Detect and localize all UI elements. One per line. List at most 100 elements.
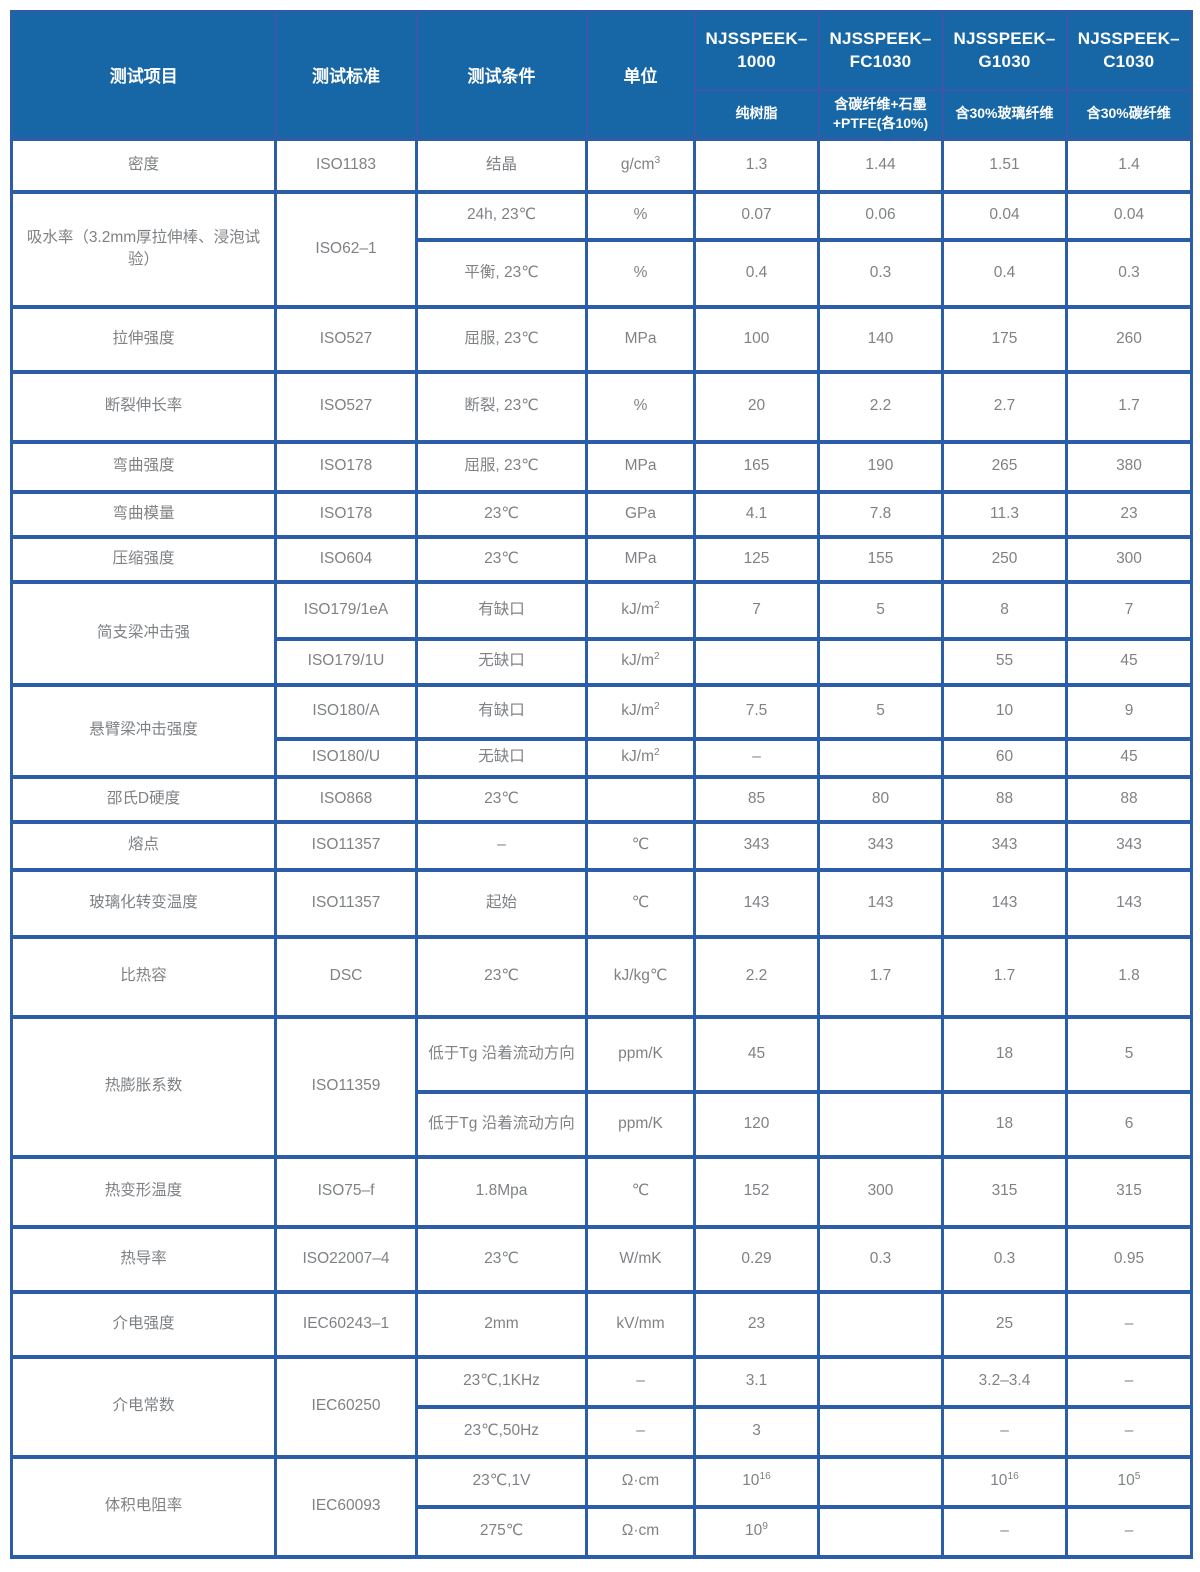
table-cell: 0.4 [693, 237, 820, 309]
header-product-fc1030: NJSSPEEK–FC1030 [817, 10, 944, 91]
table-cell: 1.3 [693, 136, 820, 194]
table-cell: – [941, 1504, 1068, 1559]
table-cell: 吸水率（3.2mm厚拉伸棒、浸泡试验） [10, 189, 277, 309]
table-cell: 1.8Mpa [415, 1154, 588, 1229]
table-row: 断裂伸长率 ISO527 断裂, 23℃% 20 2.2 2.7 1.7 [10, 369, 1193, 444]
table-cell: ISO179/1eA [274, 579, 418, 641]
table-cell: – [693, 736, 820, 779]
table-cell: 0.04 [1065, 189, 1193, 242]
header-product-c1030: NJSSPEEK–C1030 [1065, 10, 1193, 91]
table-cell [817, 1289, 944, 1359]
table-row: 介电强度 IEC60243–1 2mm kV/mm 23 25– [10, 1289, 1193, 1359]
table-row: 平衡, 23℃% 0.4 0.3 0.4 0.3 [12, 237, 1193, 309]
table-row: ISO179/1U 无缺口 kJ/m2 55 45 [12, 636, 1193, 687]
table-cell: 2.2 [817, 369, 944, 444]
table-cell: 0.04 [941, 189, 1068, 242]
table-cell: 热导率 [10, 1224, 277, 1294]
table-cell: 3 [693, 1404, 820, 1459]
table-cell: 265 [941, 439, 1068, 494]
table-cell: ISO527 [274, 304, 418, 374]
table-row: 熔点 ISO11357– ℃ 343 343 343 343 [10, 819, 1193, 872]
table-cell: 275℃ [415, 1504, 588, 1559]
table-cell: 60 [941, 736, 1068, 779]
table-row: 低于Tg 沿着流动方向 ppm/K 120 18 6 [12, 1089, 1193, 1159]
table-cell: IEC60243–1 [274, 1289, 418, 1359]
table-cell: 23℃ [415, 774, 588, 824]
table-cell: 1.4 [1065, 136, 1193, 194]
table-cell: 0.4 [941, 237, 1068, 309]
table-cell: 0.3 [1065, 237, 1193, 309]
table-cell: 2mm [415, 1289, 588, 1359]
table-row: 玻璃化转变温度 ISO11357 起始 ℃ 143 143 143 143 [10, 867, 1193, 939]
table-cell: 23℃,50Hz [415, 1404, 588, 1459]
table-cell: 155 [817, 534, 944, 584]
table-cell: GPa [585, 489, 696, 539]
table-cell: 300 [817, 1154, 944, 1229]
table-cell: – [1065, 1289, 1193, 1359]
table-cell: 1.7 [1065, 369, 1193, 444]
table-cell: 18 [941, 1089, 1068, 1159]
table-row: 压缩强度 ISO604 23℃ MPa 125 155 250 300 [10, 534, 1193, 584]
table-cell: ISO180/A [274, 682, 418, 741]
table-cell: 介电强度 [10, 1289, 277, 1359]
table-cell: 343 [817, 819, 944, 872]
table-cell: ℃ [585, 819, 696, 872]
table-cell: 玻璃化转变温度 [10, 867, 277, 939]
table-cell: 250 [941, 534, 1068, 584]
table-cell: – [585, 1354, 696, 1409]
table-row: 邵氏D硬度 ISO868 23℃ 85 80 88 88 [10, 774, 1193, 824]
table-cell: kJ/m2 [585, 682, 696, 741]
table-cell: kV/mm [585, 1289, 696, 1359]
table-cell [817, 1454, 944, 1509]
table-cell: 密度 [10, 136, 277, 194]
table-cell: ISO1183 [274, 136, 418, 194]
table-cell: 有缺口 [415, 579, 588, 641]
table-cell: 140 [817, 304, 944, 374]
table-cell: 23℃ [415, 489, 588, 539]
table-cell: ℃ [585, 867, 696, 939]
table-row: 热导率 ISO22007–4 23℃ W/mK 0.29 0.3 0.3 0.95 [10, 1224, 1193, 1294]
table-row: 拉伸强度 ISO527 屈服, 23℃ MPa 100 140 175 260 [10, 304, 1193, 374]
table-cell: 弯曲强度 [10, 439, 277, 494]
table-cell [817, 736, 944, 779]
table-cell: ℃ [585, 1154, 696, 1229]
table-cell: 88 [1065, 774, 1193, 824]
table-cell [817, 1014, 944, 1094]
header-product-1000-desc: 纯树脂 [693, 88, 820, 140]
table-cell: 23℃ [415, 934, 588, 1019]
table-cell: 380 [1065, 439, 1193, 494]
table-cell: 拉伸强度 [10, 304, 277, 374]
table-cell: 7.5 [693, 682, 820, 741]
header-product-1000: NJSSPEEK–1000 [693, 10, 820, 91]
table-row: 密度 ISO1183 结晶 g/cm3 1.3 1.44 1.51 1.4 [10, 136, 1193, 194]
table-row: 介电常数 IEC60250 23℃,1KHz –3.1 3.2–3.4– [10, 1354, 1193, 1459]
table-cell: – [1065, 1404, 1193, 1459]
table-cell [817, 1354, 944, 1409]
table-cell: 有缺口 [415, 682, 588, 741]
table-cell: 比热容 [10, 934, 277, 1019]
table-row: 体积电阻率 IEC60093 23℃,1V Ω·cm 1016 1016 105 [10, 1454, 1193, 1559]
table-cell: ISO178 [274, 439, 418, 494]
table-cell: IEC60250 [274, 1354, 418, 1459]
table-cell: 143 [1065, 867, 1193, 939]
table-cell: 18 [941, 1014, 1068, 1094]
table-cell: 7.8 [817, 489, 944, 539]
table-cell: 5 [817, 682, 944, 741]
table-cell: 23℃,1KHz [415, 1354, 588, 1409]
header-test-item: 测试项目 [10, 10, 277, 140]
table-cell: 0.95 [1065, 1224, 1193, 1294]
table-cell: – [941, 1404, 1068, 1459]
header-test-condition: 测试条件 [415, 10, 588, 140]
table-cell: ISO11357 [274, 867, 418, 939]
table-cell: 4.1 [693, 489, 820, 539]
header-test-standard: 测试标准 [274, 10, 418, 140]
table-cell: 熔点 [10, 819, 277, 872]
table-cell: 23℃ [415, 534, 588, 584]
table-cell: MPa [585, 534, 696, 584]
header-product-c1030-desc: 含30%碳纤维 [1065, 88, 1193, 140]
table-cell: 165 [693, 439, 820, 494]
table-cell: kJ/m2 [585, 636, 696, 687]
table-cell: 343 [941, 819, 1068, 872]
table-cell: 190 [817, 439, 944, 494]
